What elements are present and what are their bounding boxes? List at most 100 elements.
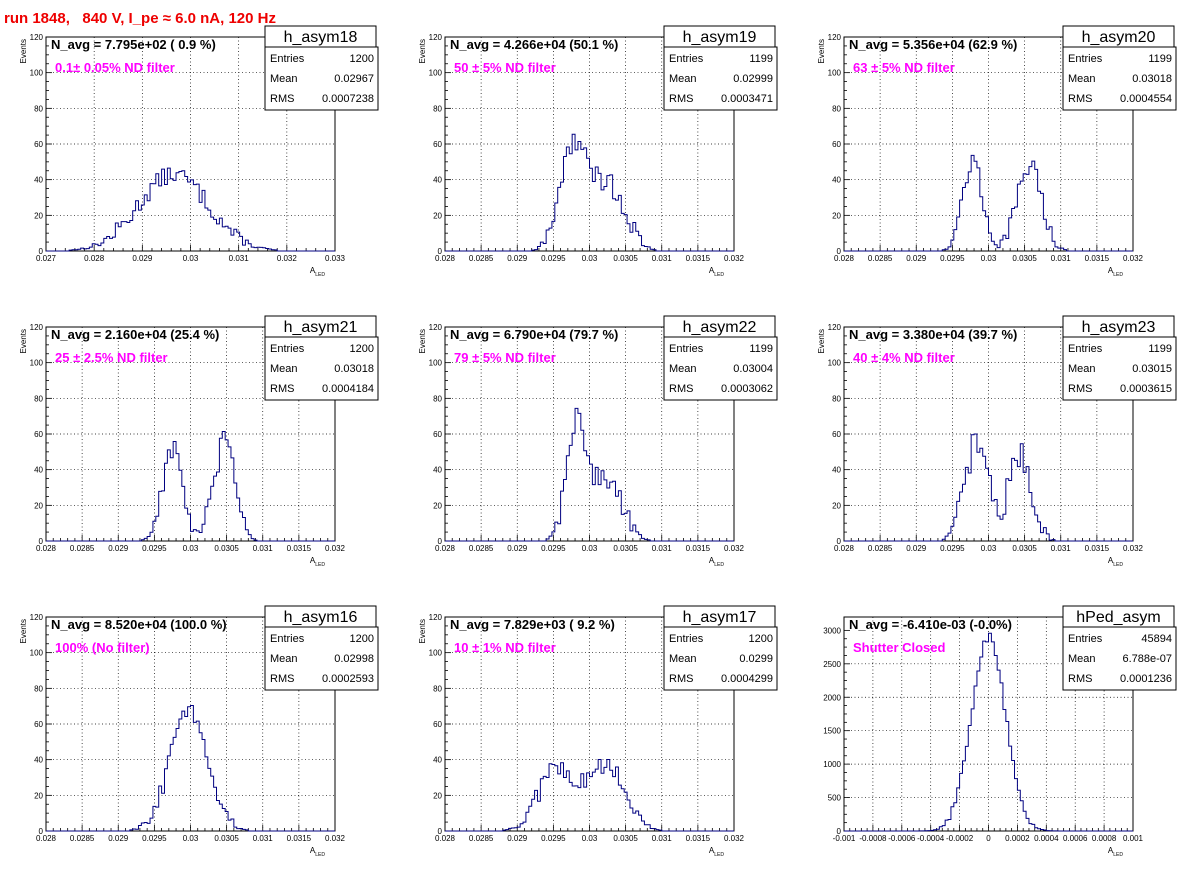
y-tick-label: 40 (832, 466, 841, 475)
histogram-panel-h_asym20: 0.028 0.0285 0.029 0.0295 0.03 0.0305 0.031 0.0… (817, 25, 1177, 278)
histogram-panel-h_asym18: 0.027 0.028 0.029 0.03 0.031 0.032 0.033 0 20 40 6… (19, 25, 379, 278)
y-tick-label: 0 (438, 537, 443, 546)
page-title: run 1848, 840 V, I_pe ≈ 6.0 nA, 120 Hz (4, 10, 276, 27)
navg-label: N_avg = 3.380e+04 (39.7 %) (849, 327, 1017, 342)
stats-entries-label: Entries (669, 633, 704, 645)
stats-mean-value: 0.02998 (334, 653, 374, 665)
navg-label: N_avg = 4.266e+04 (50.1 %) (450, 37, 618, 52)
stats-mean-value: 0.02967 (334, 73, 374, 85)
stats-box (1062, 336, 1177, 401)
x-axis-title: ALED (709, 266, 724, 278)
x-tick-label: 0.0315 (686, 254, 711, 263)
x-tick-label: 0.027 (36, 254, 57, 263)
filter-annotation: 50 ± 5% ND filter (454, 60, 556, 75)
x-axis-title: ALED (1108, 266, 1123, 278)
stats-mean-label: Mean (1068, 73, 1096, 85)
y-tick-label: 80 (832, 104, 841, 113)
y-tick-label: 80 (433, 684, 442, 693)
x-axis-title-subscript: LED (1113, 562, 1123, 568)
x-tick-label: 0.0295 (142, 544, 167, 553)
x-axis-title-subscript: LED (315, 272, 325, 278)
x-tick-label: 0.001 (1123, 834, 1144, 843)
x-tick-label: 0.032 (1123, 544, 1144, 553)
filter-annotation: 79 ± 5% ND filter (454, 350, 556, 365)
stats-box (264, 46, 379, 111)
x-tick-label: 0.028 (435, 834, 456, 843)
stats-entries-value: 1199 (749, 343, 773, 355)
y-tick-label: 40 (433, 176, 442, 185)
histogram-title: h_asym16 (284, 609, 358, 626)
stats-rms-value: 0.0001236 (1120, 673, 1172, 685)
stats-rms-label: RMS (669, 673, 693, 685)
x-tick-label: 0.031 (1051, 254, 1072, 263)
y-axis-title: Events (19, 39, 28, 63)
y-tick-label: 0 (837, 827, 842, 836)
y-tick-label: 1000 (823, 760, 841, 769)
y-tick-label: 120 (429, 33, 443, 42)
histogram-panel-h_asym16: 0.028 0.0285 0.029 0.0295 0.03 0.0305 0.031 0.0… (19, 605, 379, 858)
y-axis-title: Events (418, 329, 427, 353)
x-tick-label: 0.0008 (1092, 834, 1117, 843)
x-tick-label: 0.0285 (70, 544, 95, 553)
x-axis-title: ALED (1108, 556, 1123, 568)
x-axis-title: ALED (310, 846, 325, 858)
x-tick-label: 0.028 (84, 254, 105, 263)
x-tick-label: 0.0305 (214, 834, 239, 843)
x-tick-label: 0.032 (724, 834, 745, 843)
stats-rms-label: RMS (270, 673, 294, 685)
histogram-line (844, 154, 1133, 252)
y-tick-label: 100 (30, 359, 44, 368)
x-axis-title-subscript: LED (315, 562, 325, 568)
y-tick-label: 60 (433, 140, 442, 149)
x-tick-label: 0.031 (652, 544, 673, 553)
stats-rms-label: RMS (669, 383, 693, 395)
y-tick-label: 60 (832, 430, 841, 439)
x-tick-label: 0.0315 (1085, 254, 1110, 263)
navg-label: N_avg = 7.829e+03 ( 9.2 %) (450, 617, 615, 632)
x-tick-label: 0.031 (652, 254, 673, 263)
stats-mean-value: 6.788e-07 (1122, 653, 1172, 665)
navg-label: N_avg = 6.790e+04 (79.7 %) (450, 327, 618, 342)
stats-entries-value: 1199 (1148, 343, 1172, 355)
x-tick-label: 0.031 (652, 834, 673, 843)
x-tick-label: 0.031 (1051, 544, 1072, 553)
y-tick-label: 40 (433, 756, 442, 765)
x-tick-label: 0.0315 (287, 834, 312, 843)
y-tick-label: 120 (429, 613, 443, 622)
stats-entries-value: 1200 (350, 633, 374, 645)
y-tick-label: 120 (30, 323, 44, 332)
stats-box (663, 626, 778, 691)
y-tick-label: 120 (828, 33, 842, 42)
x-tick-label: 0.0315 (686, 544, 711, 553)
stats-entries-label: Entries (270, 633, 305, 645)
x-axis-title: ALED (310, 556, 325, 568)
x-tick-label: 0.028 (36, 544, 57, 553)
stats-rms-label: RMS (1068, 93, 1092, 105)
filter-annotation: 0.1± 0.05% ND filter (55, 60, 175, 75)
stats-entries-label: Entries (1068, 343, 1103, 355)
y-tick-label: 20 (832, 211, 841, 220)
stats-entries-label: Entries (1068, 53, 1103, 65)
histogram-line (445, 758, 734, 832)
x-tick-label: -0.001 (833, 834, 856, 843)
y-tick-label: 0 (438, 827, 443, 836)
y-tick-label: 80 (433, 394, 442, 403)
stats-entries-label: Entries (1068, 633, 1103, 645)
stats-rms-value: 0.0004184 (322, 383, 374, 395)
x-tick-label: 0.032 (724, 254, 745, 263)
y-tick-label: 100 (30, 649, 44, 658)
x-axis-title: ALED (1108, 846, 1123, 858)
x-tick-label: 0.0305 (214, 544, 239, 553)
x-tick-label: 0.0295 (142, 834, 167, 843)
x-tick-label: 0.0315 (287, 544, 312, 553)
y-tick-label: 40 (34, 756, 43, 765)
histogram-line (844, 632, 1133, 832)
filter-annotation: 100% (No filter) (55, 640, 150, 655)
stats-mean-label: Mean (669, 73, 697, 85)
histogram-line (46, 704, 335, 832)
x-tick-label: 0.029 (507, 254, 528, 263)
x-axis-title: ALED (709, 556, 724, 568)
x-tick-label: 0.0002 (1005, 834, 1030, 843)
stats-box (663, 336, 778, 401)
histogram-panel-h_asym17: 0.028 0.0285 0.029 0.0295 0.03 0.0305 0.031 0.0… (418, 605, 778, 858)
